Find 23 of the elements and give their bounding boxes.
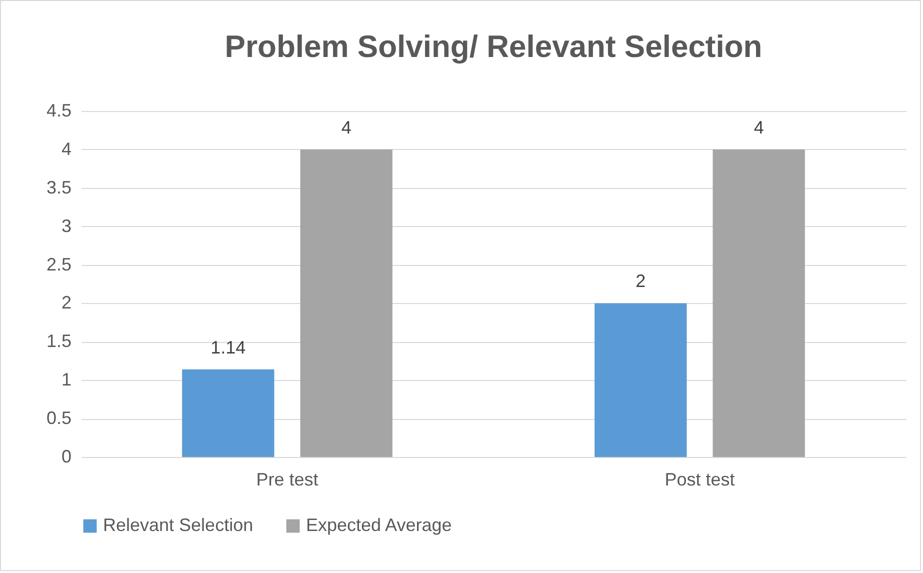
legend-label: Relevant Selection <box>103 515 254 535</box>
x-tick-label: Post test <box>664 470 735 490</box>
x-tick-label: Pre test <box>256 470 318 490</box>
data-label: 4 <box>754 117 764 138</box>
bar <box>712 149 805 457</box>
chart-title: Problem Solving/ Relevant Selection <box>224 29 762 64</box>
y-tick-label: 1 <box>61 370 72 390</box>
data-label: 1.14 <box>210 337 246 358</box>
bar <box>182 369 274 457</box>
bar <box>300 149 392 457</box>
y-tick-label: 4.5 <box>46 100 72 120</box>
y-tick-label: 2 <box>61 292 72 313</box>
y-tick-label: 3.5 <box>46 177 72 198</box>
y-tick-label: 3 <box>61 216 72 236</box>
bar <box>594 303 687 457</box>
data-label: 2 <box>636 271 646 292</box>
y-tick-label: 0 <box>61 446 72 466</box>
data-label: 4 <box>341 117 352 138</box>
y-tick-label: 4 <box>61 138 72 159</box>
y-tick-label: 2.5 <box>46 254 72 274</box>
y-tick-label: 0.5 <box>46 408 72 428</box>
legend-label: Expected Average <box>306 515 452 535</box>
y-tick-label: 1.5 <box>46 331 72 352</box>
